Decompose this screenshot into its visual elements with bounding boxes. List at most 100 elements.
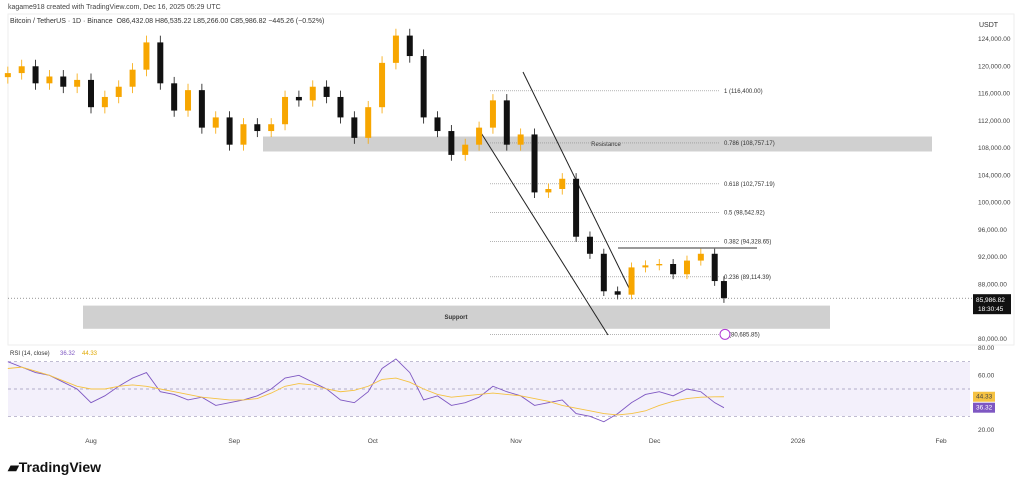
ohlc-change: −445.26 (−0.52%) bbox=[268, 18, 325, 25]
fib-label: 0.618 (102,757.19) bbox=[724, 182, 775, 188]
time-tick-label: Feb bbox=[935, 438, 947, 445]
time-tick-label: Nov bbox=[510, 438, 522, 445]
candle-body bbox=[489, 100, 496, 128]
credit-text: kagame918 created with TradingView.com, … bbox=[8, 4, 221, 11]
candle-body bbox=[517, 134, 524, 145]
candle-body bbox=[720, 281, 727, 299]
rsi-tick-label: 20.00 bbox=[978, 427, 995, 434]
fib-label: 0.382 (94,328.65) bbox=[724, 239, 771, 245]
ohlc-open: O86,432.08 bbox=[116, 18, 154, 25]
price-tick-label: 92,000.00 bbox=[978, 254, 1007, 261]
zone-resistance bbox=[263, 136, 932, 152]
candle-body bbox=[212, 117, 219, 128]
rsi-ma-line bbox=[7, 366, 724, 416]
candle-body bbox=[46, 76, 53, 84]
candle-body bbox=[545, 189, 552, 193]
candle-body bbox=[101, 96, 108, 108]
candle-body bbox=[351, 117, 358, 138]
rsi-line bbox=[7, 358, 725, 423]
candle-body bbox=[559, 178, 566, 189]
candle-body bbox=[18, 66, 25, 74]
price-unit: USDT bbox=[979, 22, 999, 29]
fib-label: 1 (116,400.00) bbox=[724, 89, 763, 95]
candle-body bbox=[656, 264, 663, 266]
ohlc-close: C85,986.82 bbox=[230, 18, 267, 25]
tradingview-logo: ▰TradingView bbox=[8, 459, 101, 475]
wedge-lower-line bbox=[477, 127, 609, 336]
rsi-value: 36.32 bbox=[60, 351, 76, 357]
time-tick-label: Sep bbox=[228, 438, 240, 445]
candle-body bbox=[614, 291, 621, 295]
candle-body bbox=[309, 86, 316, 101]
price-tick-label: 88,000.00 bbox=[978, 281, 1007, 288]
ohlc-low: L85,266.00 bbox=[193, 18, 229, 25]
candle-body bbox=[295, 96, 302, 101]
price-tick-label: 100,000.00 bbox=[978, 200, 1011, 207]
rsi-ma-badge-label: 44.33 bbox=[976, 394, 993, 401]
candle-body bbox=[531, 134, 538, 193]
candle-body bbox=[60, 76, 67, 87]
rsi-badge bbox=[973, 402, 995, 413]
candle-body bbox=[129, 69, 136, 87]
candle-body bbox=[254, 124, 261, 132]
candle-body bbox=[115, 86, 122, 97]
candle-body bbox=[4, 73, 11, 78]
candle-body bbox=[337, 96, 344, 118]
candle-body bbox=[406, 35, 413, 57]
candle-body bbox=[503, 100, 510, 145]
price-tick-label: 124,000.00 bbox=[978, 36, 1011, 43]
fib-label: (80,685.85) bbox=[729, 332, 760, 338]
time-tick-label: Aug bbox=[85, 438, 97, 445]
rsi-title: RSI (14, close) bbox=[10, 351, 50, 357]
symbol-legend: Bitcoin / TetherUS · 1D · Binance O86,43… bbox=[10, 18, 324, 25]
candle-body bbox=[448, 131, 455, 155]
candle-body bbox=[434, 117, 441, 132]
price-tick-label: 112,000.00 bbox=[978, 118, 1010, 125]
candle-body bbox=[185, 90, 192, 111]
price-tick-label: 80,000.00 bbox=[978, 336, 1007, 343]
candle-body bbox=[670, 264, 677, 275]
candle-body bbox=[711, 253, 718, 282]
candle-body bbox=[226, 117, 233, 145]
main-pane bbox=[7, 13, 1015, 346]
candle-body bbox=[88, 79, 94, 108]
fib-label: 0.786 (108,757.17) bbox=[724, 141, 775, 147]
candle-body bbox=[198, 90, 205, 128]
price-tick-label: 104,000.00 bbox=[978, 172, 1011, 179]
brand-text: TradingView bbox=[18, 459, 101, 475]
ohlc-high: H86,535.22 bbox=[155, 18, 192, 25]
countdown-label: 18:30:45 bbox=[978, 306, 1004, 313]
candle-body bbox=[323, 86, 330, 97]
candle-body bbox=[74, 79, 81, 87]
candle-body bbox=[268, 124, 275, 132]
time-tick-label: Dec bbox=[649, 438, 661, 445]
price-tick-label: 96,000.00 bbox=[978, 227, 1007, 234]
candle-body bbox=[697, 253, 704, 261]
candle-body bbox=[157, 42, 164, 84]
candle-body bbox=[392, 35, 399, 63]
alert-icon bbox=[719, 328, 731, 340]
zone-support bbox=[83, 305, 830, 329]
candle-body bbox=[171, 83, 178, 111]
time-tick-label: 2026 bbox=[791, 438, 806, 445]
fib-label: 0.5 (98,542.92) bbox=[724, 211, 765, 217]
price-tick-label: 120,000.00 bbox=[978, 63, 1011, 70]
candle-body bbox=[462, 144, 469, 155]
candle-body bbox=[683, 260, 690, 275]
candle-body bbox=[573, 178, 580, 237]
candle-body bbox=[642, 265, 649, 268]
candle-body bbox=[586, 236, 593, 254]
candle-body bbox=[143, 42, 150, 70]
last-price-label: 85,986.82 bbox=[976, 297, 1005, 304]
rsi-badge-label: 36.32 bbox=[976, 405, 993, 412]
candle-body bbox=[600, 253, 607, 292]
fib-label: 0.236 (89,114.39) bbox=[724, 275, 771, 281]
zone-label: Support bbox=[445, 315, 468, 321]
price-tick-label: 116,000.00 bbox=[978, 91, 1010, 98]
candle-body bbox=[476, 127, 483, 145]
candle-body bbox=[32, 66, 39, 84]
time-tick-label: Oct bbox=[368, 438, 378, 445]
candle-body bbox=[628, 267, 635, 295]
candle-body bbox=[420, 56, 427, 118]
